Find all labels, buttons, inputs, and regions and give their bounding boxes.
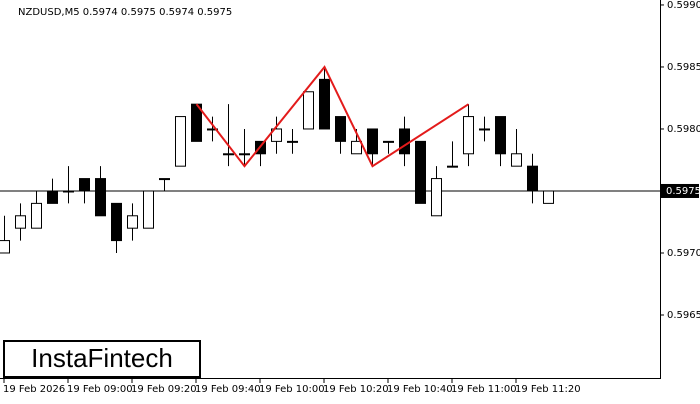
candle-body xyxy=(511,153,522,167)
candle-body xyxy=(319,78,330,130)
candle-body xyxy=(399,128,410,155)
candle-body xyxy=(111,202,122,242)
candle-body xyxy=(351,140,362,155)
x-tick-label: 19 Feb 09:40 xyxy=(195,384,261,395)
y-tick-label: 0.5990 xyxy=(667,0,700,11)
candle-body xyxy=(63,190,74,193)
candle-body xyxy=(447,165,458,168)
current-price-label: 0.5975 xyxy=(666,186,700,197)
logo: InstaFintech xyxy=(31,343,173,373)
candle-body xyxy=(367,128,378,155)
current-price-box xyxy=(661,183,699,198)
candle-body xyxy=(15,215,26,229)
candle-body xyxy=(271,128,282,142)
candle-body xyxy=(287,140,298,143)
x-tick-label: 19 Feb 09:20 xyxy=(131,384,197,395)
y-tick-label: 0.5985 xyxy=(667,62,700,73)
x-tick-label: 19 Feb 11:00 xyxy=(451,384,517,395)
x-tick-label: 19 Feb 11:20 xyxy=(515,384,581,395)
candle-body xyxy=(223,153,234,156)
candle-body xyxy=(47,190,58,204)
x-tick-label: 19 Feb 10:40 xyxy=(387,384,453,395)
y-tick-label: 0.5965 xyxy=(667,310,700,321)
y-tick-label: 0.5980 xyxy=(667,124,700,135)
candle-body xyxy=(335,116,346,142)
candle-body xyxy=(527,165,538,192)
candle-body xyxy=(495,116,506,155)
chart-title: NZDUSD,M5 0.5974 0.5975 0.5974 0.5975 xyxy=(18,7,232,18)
candle-body xyxy=(303,91,314,130)
candle-body xyxy=(31,202,42,229)
candle-body xyxy=(175,116,186,167)
candle-body xyxy=(239,153,250,156)
logo-box xyxy=(3,340,201,378)
candle-body xyxy=(479,128,490,131)
candle-body xyxy=(383,140,394,143)
pattern-line xyxy=(195,65,470,168)
candle-body xyxy=(159,178,170,181)
candle-body xyxy=(0,240,10,254)
x-tick-label: 19 Feb 10:00 xyxy=(259,384,325,395)
candle-body xyxy=(463,116,474,155)
candle-body xyxy=(543,190,554,204)
x-tick-label: 19 Feb 2026 xyxy=(3,384,65,395)
candle-body xyxy=(431,178,442,217)
candle-body xyxy=(127,215,138,229)
x-tick-label: 19 Feb 10:20 xyxy=(323,384,389,395)
x-tick-label: 19 Feb 09:00 xyxy=(67,384,133,395)
candle-body xyxy=(415,140,426,204)
candle-body xyxy=(143,190,154,229)
candle-body xyxy=(207,128,218,131)
y-tick-label: 0.5970 xyxy=(667,248,700,259)
candle-body xyxy=(79,178,90,192)
candle-body xyxy=(95,178,106,217)
